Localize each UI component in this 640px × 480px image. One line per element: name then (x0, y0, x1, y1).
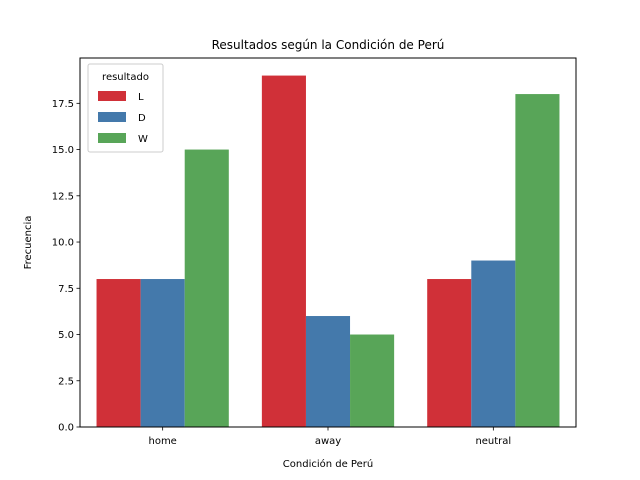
legend-label-L: L (138, 92, 144, 103)
bar-D-away (305, 316, 351, 427)
legend-box (87, 63, 164, 153)
legend-swatch-D (98, 112, 126, 122)
bar-W-neutral (515, 94, 560, 427)
y-tick-label: 5.0 (58, 330, 74, 341)
bar-W-home (184, 149, 229, 427)
bar-D-neutral (471, 260, 516, 427)
y-tick-label: 2.5 (58, 376, 74, 387)
y-tick-label: 17.5 (52, 99, 74, 110)
x-tick-label: neutral (475, 436, 511, 447)
bar-L-neutral (427, 279, 472, 427)
legend-label-D: D (138, 113, 146, 124)
legend-label-W: W (138, 134, 148, 145)
y-tick-label: 15.0 (52, 145, 74, 156)
y-tick-label: 0.0 (58, 423, 74, 434)
x-axis-label: Condición de Perú (283, 458, 373, 470)
bar-W-away (350, 334, 395, 427)
bar-L-home (96, 279, 141, 427)
legend: resultado LDW (87, 63, 164, 153)
x-tick-label: home (148, 436, 176, 447)
legend-swatch-L (98, 91, 126, 101)
chart-title: Resultados según la Condición de Perú (212, 38, 445, 52)
y-axis-label: Frecuencia (23, 216, 34, 270)
y-tick-label: 7.5 (58, 284, 74, 295)
axes-frame (79, 57, 577, 428)
y-tick-label: 12.5 (52, 191, 74, 202)
bar-L-away (261, 75, 306, 428)
legend-swatch-W (98, 133, 126, 143)
plot-area: 0.0 2.5 5.0 7.5 10.0 12.5 15.0 17.5 home away neut… (52, 75, 560, 447)
legend-title: resultado (102, 72, 149, 83)
bar-D-home (140, 279, 185, 427)
y-tick-label: 10.0 (52, 238, 74, 249)
x-tick-label: away (315, 436, 341, 447)
